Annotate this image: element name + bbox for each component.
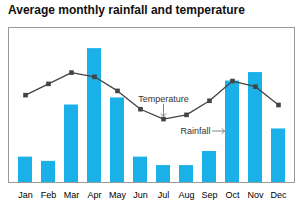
svg-text:Feb: Feb [41,190,57,200]
svg-text:Dec: Dec [270,190,287,200]
svg-text:Mar: Mar [64,190,80,200]
html-text:Average monthly rainfall and t: Average monthly rainfall and temperature [8,3,245,17]
svg-text:May: May [109,190,127,200]
svg-text:Jan: Jan [18,190,33,200]
svg-text:Temperature: Temperature [138,94,189,104]
svg-text:Oct: Oct [225,190,240,200]
svg-text:Jul: Jul [158,190,170,200]
svg-text:Rainfall: Rainfall [180,126,210,136]
svg-text:Nov: Nov [247,190,264,200]
svg-text:Sep: Sep [201,190,217,200]
svg-text:Jun: Jun [133,190,148,200]
svg-text:Apr: Apr [87,190,101,200]
svg-text:Aug: Aug [178,190,194,200]
